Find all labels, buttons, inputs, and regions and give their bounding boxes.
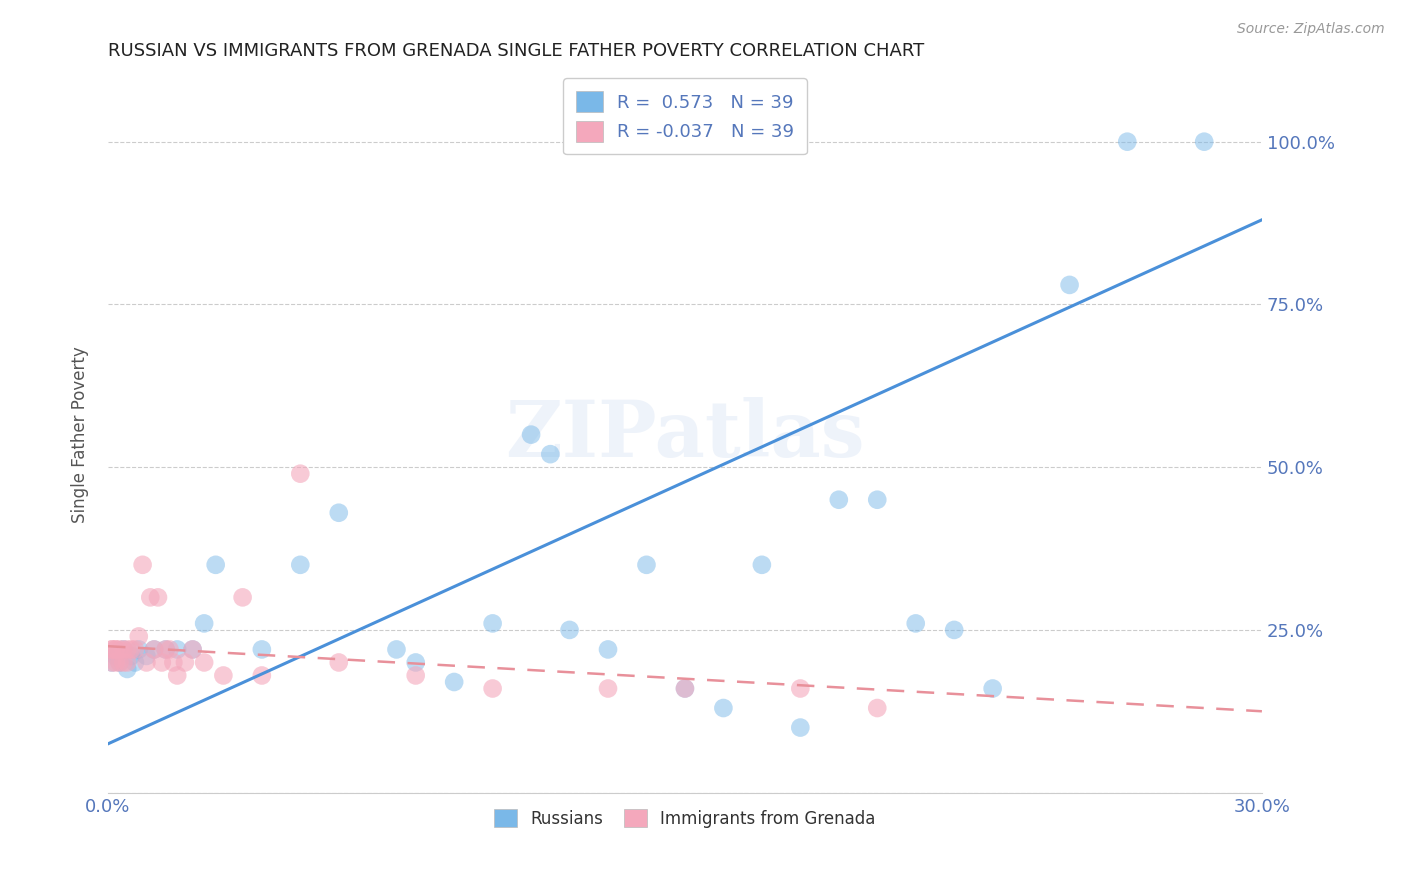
- Point: [131, 558, 153, 572]
- Point: [150, 656, 173, 670]
- Point: [405, 656, 427, 670]
- Point: [101, 642, 124, 657]
- Point: [159, 642, 181, 657]
- Text: RUSSIAN VS IMMIGRANTS FROM GRENADA SINGLE FATHER POVERTY CORRELATION CHART: RUSSIAN VS IMMIGRANTS FROM GRENADA SINGL…: [108, 42, 924, 60]
- Point: [128, 642, 150, 657]
- Point: [174, 656, 197, 670]
- Point: [193, 616, 215, 631]
- Point: [112, 656, 135, 670]
- Point: [162, 656, 184, 670]
- Point: [181, 642, 204, 657]
- Point: [1192, 135, 1215, 149]
- Point: [104, 642, 127, 657]
- Point: [713, 701, 735, 715]
- Point: [250, 642, 273, 657]
- Point: [112, 642, 135, 657]
- Point: [1116, 135, 1139, 149]
- Point: [385, 642, 408, 657]
- Point: [108, 656, 131, 670]
- Point: [981, 681, 1004, 696]
- Point: [481, 616, 503, 631]
- Point: [520, 427, 543, 442]
- Point: [204, 558, 226, 572]
- Point: [558, 623, 581, 637]
- Point: [290, 558, 312, 572]
- Point: [104, 648, 127, 663]
- Legend: Russians, Immigrants from Grenada: Russians, Immigrants from Grenada: [488, 803, 883, 834]
- Text: ZIPatlas: ZIPatlas: [505, 397, 865, 473]
- Point: [866, 492, 889, 507]
- Point: [139, 591, 162, 605]
- Point: [128, 629, 150, 643]
- Point: [115, 656, 138, 670]
- Point: [636, 558, 658, 572]
- Point: [943, 623, 966, 637]
- Point: [328, 506, 350, 520]
- Point: [101, 642, 124, 657]
- Point: [789, 721, 811, 735]
- Point: [124, 656, 146, 670]
- Point: [135, 648, 157, 663]
- Point: [143, 642, 166, 657]
- Point: [101, 656, 124, 670]
- Point: [108, 642, 131, 657]
- Point: [596, 642, 619, 657]
- Point: [120, 648, 142, 663]
- Point: [101, 656, 124, 670]
- Point: [538, 447, 561, 461]
- Point: [212, 668, 235, 682]
- Point: [104, 656, 127, 670]
- Point: [751, 558, 773, 572]
- Point: [443, 675, 465, 690]
- Point: [904, 616, 927, 631]
- Point: [120, 642, 142, 657]
- Point: [104, 642, 127, 657]
- Point: [112, 642, 135, 657]
- Point: [135, 656, 157, 670]
- Point: [115, 642, 138, 657]
- Point: [181, 642, 204, 657]
- Y-axis label: Single Father Poverty: Single Father Poverty: [72, 346, 89, 523]
- Point: [155, 642, 177, 657]
- Point: [250, 668, 273, 682]
- Point: [143, 642, 166, 657]
- Text: Source: ZipAtlas.com: Source: ZipAtlas.com: [1237, 22, 1385, 37]
- Point: [596, 681, 619, 696]
- Point: [232, 591, 254, 605]
- Point: [673, 681, 696, 696]
- Point: [290, 467, 312, 481]
- Point: [328, 656, 350, 670]
- Point: [1059, 277, 1081, 292]
- Point: [146, 591, 169, 605]
- Point: [673, 681, 696, 696]
- Point: [166, 668, 188, 682]
- Point: [155, 642, 177, 657]
- Point: [481, 681, 503, 696]
- Point: [866, 701, 889, 715]
- Point: [115, 662, 138, 676]
- Point: [108, 656, 131, 670]
- Point: [828, 492, 851, 507]
- Point: [124, 642, 146, 657]
- Point: [789, 681, 811, 696]
- Point: [405, 668, 427, 682]
- Point: [166, 642, 188, 657]
- Point: [193, 656, 215, 670]
